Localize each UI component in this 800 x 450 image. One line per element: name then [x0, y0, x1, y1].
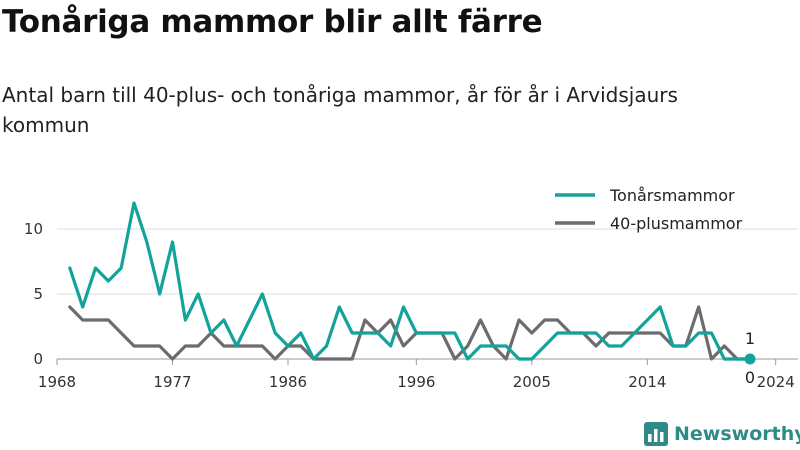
series-line-40-plusmammor	[68, 305, 752, 361]
x-tick-label: 1968	[38, 373, 76, 391]
x-tick-label: 1986	[269, 373, 307, 391]
bar-chart-logo-icon	[644, 422, 668, 446]
brand-logo: Newsworthy	[644, 420, 800, 448]
legend-label: Tonårsmammor	[609, 186, 735, 205]
chart-title: Tonåriga mammor blir allt färre	[2, 4, 543, 40]
chart-subtitle: Antal barn till 40-plus- och tonåriga ma…	[2, 83, 678, 137]
y-tick-label: 10	[24, 220, 43, 238]
brand-name: Newsworthy	[674, 423, 800, 445]
x-tick-label: 2024	[757, 373, 795, 391]
end-value-label: 1	[745, 329, 755, 348]
legend-label: 40-plusmammor	[610, 214, 743, 233]
x-tick-label: 1996	[397, 373, 435, 391]
series-line-ton-rsmammor	[68, 201, 752, 361]
x-tick-label: 2005	[513, 373, 551, 391]
y-tick-label: 0	[33, 350, 43, 368]
end-point-marker	[744, 353, 756, 365]
end-value-label: 0	[745, 368, 755, 387]
x-tick-label: 1977	[153, 373, 191, 391]
y-tick-label: 5	[33, 285, 43, 303]
x-tick-label: 2014	[628, 373, 666, 391]
